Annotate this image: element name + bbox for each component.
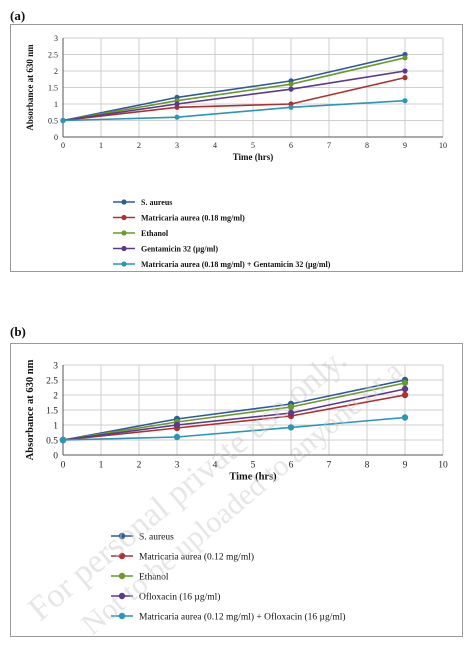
data-point-s5-3 (288, 104, 294, 110)
x-tick-label: 2 (137, 141, 141, 150)
x-tick-label: 5 (251, 141, 255, 150)
series-line-1 (62, 53, 406, 122)
x-tick-label: 10 (439, 141, 447, 150)
legend-label-3: Ethanol (139, 572, 169, 582)
data-point-s5-2 (173, 433, 181, 441)
x-tick-label: 5 (251, 461, 256, 471)
legend-marker-4 (121, 245, 127, 252)
legend-label-1: S. aureus (141, 198, 172, 207)
legend-marker-1 (118, 532, 126, 540)
y-tick-label: 1.5 (48, 83, 58, 92)
x-tick-label: 3 (175, 141, 179, 150)
y-tick-label: 3 (54, 34, 58, 43)
x-tick-label: 9 (403, 141, 407, 150)
legend-label-3: Ethanol (141, 229, 169, 238)
legend-label-4: Ofloxacin (16 µg/ml) (139, 591, 220, 602)
x-tick-label: 9 (403, 461, 408, 471)
line-chart-a: 0 1 2 3 4 5 6 7 8 9 10 0 0.5 1 1.5 2 2.5 3 Time (hrs) Absor… (25, 34, 447, 269)
y-axis-title: Absorbance at 630 nm (25, 359, 36, 460)
legend-marker-4 (118, 592, 126, 600)
series-line-4 (62, 388, 406, 441)
x-tick-label: 8 (365, 141, 369, 150)
chart-panel-b: 0 1 2 3 4 5 6 7 8 9 10 0 0.5 1 1.5 2 2.5 3 Time (hrs) Absor… (10, 343, 463, 637)
data-point-s3-3 (288, 81, 294, 87)
data-point-s5-4 (401, 414, 409, 421)
x-axis-title: Time (hrs) (233, 152, 274, 162)
y-tick-label: 1.5 (46, 406, 58, 416)
x-tick-label: 2 (137, 461, 142, 471)
data-point-s5-1 (59, 436, 67, 444)
y-tick-label: 2.5 (48, 50, 58, 59)
legend-marker-2 (118, 552, 126, 560)
data-point-s4-3 (287, 409, 295, 417)
series-line-3 (62, 57, 406, 122)
series-line-5 (62, 99, 406, 122)
series-line-1 (62, 379, 406, 441)
legend-marker-3 (118, 572, 126, 580)
x-tick-label: 8 (365, 461, 370, 471)
y-tick-label: 0 (53, 451, 58, 461)
y-tick-label: 1 (54, 100, 58, 109)
line-chart-b: 0 1 2 3 4 5 6 7 8 9 10 0 0.5 1 1.5 2 2.5 3 Time (hrs) Absor… (25, 359, 448, 622)
data-point-s3-4 (402, 55, 408, 61)
x-tick-label: 6 (289, 141, 293, 150)
data-point-s4-4 (402, 68, 408, 74)
data-point-s4-4 (401, 385, 409, 393)
y-tick-label: 2 (54, 67, 58, 76)
y-tick-label: 2.5 (46, 376, 58, 386)
x-tick-label: 7 (327, 141, 331, 150)
y-tick-label: 3 (53, 361, 58, 371)
x-tick-label: 0 (61, 461, 66, 471)
series-line-5 (62, 416, 406, 441)
data-point-s5-3 (287, 424, 295, 431)
x-tick-label: 1 (99, 141, 103, 150)
legend-label-2: Matricaria aurea (0.12 mg/ml) (139, 551, 254, 562)
x-tick-label: 6 (289, 461, 294, 471)
data-point-s4-2 (174, 101, 180, 107)
x-tick-label: 4 (213, 461, 218, 471)
data-point-s3-4 (401, 379, 409, 387)
legend-label-4: Gentamicin 32 (µg/ml) (141, 244, 218, 253)
data-point-s5-2 (174, 114, 180, 120)
legend-label-2: Matricaria aurea (0.18 mg/ml) (141, 213, 245, 222)
panel-label-a: (a) (10, 8, 26, 23)
x-tick-label: 7 (327, 461, 332, 471)
data-point-s3-3 (287, 403, 295, 411)
x-tick-label: 1 (99, 461, 104, 471)
legend-label-5: Matricaria aurea (0.12 mg/ml) + Ofloxaci… (139, 611, 346, 622)
panel-label-b: (b) (10, 324, 26, 339)
data-point-s5-4 (402, 98, 408, 104)
y-axis-title: Absorbance at 630 nm (25, 44, 35, 131)
x-axis-title: Time (hrs) (229, 472, 277, 483)
legend-label-1: S. aureus (139, 532, 174, 542)
series-line-4 (62, 70, 406, 122)
x-tick-label: 3 (175, 461, 180, 471)
x-tick-label: 0 (61, 141, 65, 150)
legend-marker-2 (121, 214, 127, 221)
series-line-2 (62, 394, 406, 441)
x-tick-label: 10 (438, 461, 448, 471)
y-tick-label: 1 (53, 421, 58, 431)
series-line-2 (62, 76, 406, 122)
y-tick-label: 0 (54, 133, 58, 142)
data-point-s2-4 (401, 391, 409, 399)
y-tick-label: 2 (53, 391, 58, 401)
x-tick-label: 4 (213, 141, 217, 150)
legend-label-5: Matricaria aurea (0.18 mg/ml) + Gentamic… (141, 260, 331, 269)
legend-marker-5 (121, 261, 127, 267)
data-point-s2-4 (402, 75, 408, 81)
legend-marker-5 (118, 612, 126, 620)
series-line-3 (62, 382, 406, 441)
data-point-s4-2 (173, 421, 181, 429)
legend-marker-1 (121, 199, 127, 205)
y-tick-label: 0.5 (48, 116, 58, 125)
chart-panel-a: 0 1 2 3 4 5 6 7 8 9 10 0 0.5 1 1.5 2 2.5 3 Time (hrs) Absor… (10, 24, 463, 272)
data-point-s5-1 (60, 117, 66, 124)
y-tick-label: 0.5 (46, 436, 58, 446)
data-point-s4-3 (288, 86, 294, 92)
legend-marker-3 (121, 230, 127, 236)
